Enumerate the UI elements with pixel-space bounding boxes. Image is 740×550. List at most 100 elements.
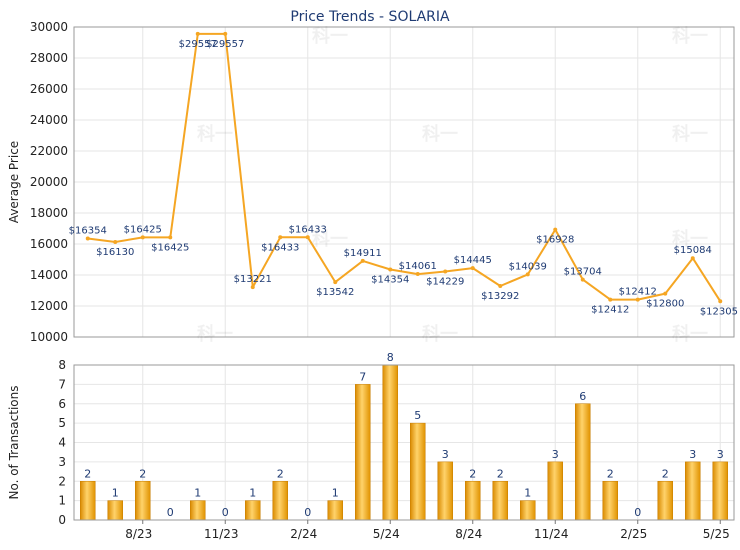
watermark: 科一 (672, 323, 708, 345)
x-tick-label: 5/25 (703, 527, 730, 541)
bar-value-label: 0 (634, 506, 641, 519)
price-data-label: $14039 (509, 261, 547, 272)
price-y-tick-label: 12000 (30, 299, 68, 313)
bar-value-label: 0 (304, 506, 311, 519)
bar-y-tick-label: 5 (58, 416, 66, 430)
price-y-tick-label: 14000 (30, 268, 68, 282)
watermark: 科一 (672, 25, 708, 47)
bar-value-label: 2 (662, 467, 669, 480)
transaction-bar (575, 403, 591, 521)
transaction-bar (107, 500, 123, 521)
price-y-tick-label: 10000 (30, 330, 68, 344)
price-data-label: $13292 (481, 291, 519, 302)
price-data-label: $16130 (96, 247, 134, 258)
transaction-bar (657, 481, 673, 521)
price-y-tick-label: 18000 (30, 206, 68, 220)
x-tick-label: 8/24 (455, 527, 482, 541)
price-point (388, 267, 393, 272)
bar-value-label: 5 (414, 409, 421, 422)
transaction-bar (245, 500, 261, 521)
bar-value-label: 3 (552, 448, 559, 461)
transaction-bar (685, 461, 701, 521)
price-data-label: $12412 (591, 305, 629, 316)
bar-value-label: 3 (689, 448, 696, 461)
transaction-bar (602, 481, 618, 521)
transaction-bar (190, 500, 206, 521)
price-data-label: $12800 (646, 299, 684, 310)
bar-value-label: 2 (139, 467, 146, 480)
transaction-bar (712, 461, 728, 521)
price-line-chart: 10000 12000 14000 16000 18000 20000 22000 24000… (7, 20, 738, 450)
watermark: 科一 (197, 323, 233, 345)
bar-y-axis-label: No. of Transactions (7, 385, 21, 499)
price-data-label: $16433 (289, 224, 327, 235)
bar-value-label: 1 (332, 487, 339, 500)
bar-value-label: 2 (607, 467, 614, 480)
bar-value-label: 1 (524, 487, 531, 500)
price-data-label: $14911 (344, 248, 382, 259)
price-point (415, 272, 420, 277)
x-tick-label: 2/24 (290, 527, 317, 541)
bar-plot-border (73, 364, 735, 521)
transaction-bar (492, 481, 508, 521)
price-point (690, 256, 695, 261)
price-point (608, 297, 613, 302)
price-y-tick-label: 20000 (30, 175, 68, 189)
x-tick-label: 8/23 (125, 527, 152, 541)
price-data-label: $16433 (261, 242, 299, 253)
bar-value-label: 8 (387, 351, 394, 364)
price-point (635, 297, 640, 302)
price-point (140, 235, 145, 240)
price-y-axis-label: Average Price (7, 141, 21, 223)
price-point (498, 283, 503, 288)
watermark: 科一 (672, 123, 708, 145)
watermark: 科一 (672, 228, 708, 250)
price-point (223, 31, 228, 36)
price-y-tick-label: 24000 (30, 113, 68, 127)
price-data-label: $16928 (536, 235, 574, 246)
bar-value-label: 1 (194, 487, 201, 500)
transaction-bar (327, 500, 343, 521)
watermark: 科一 (197, 123, 233, 145)
price-y-tick-label: 28000 (30, 51, 68, 65)
price-point (168, 235, 173, 240)
transactions-bar-chart: 0 1 2 3 4 5 6 7 8 No. of Transactions 2 1 2 0 1 0 1 2 0 1 7 8… (7, 351, 735, 541)
price-y-tick-label: 22000 (30, 144, 68, 158)
bar-value-label: 2 (497, 467, 504, 480)
price-point (85, 236, 90, 241)
bar-value-label: 2 (277, 467, 284, 480)
price-point (580, 277, 585, 282)
transaction-bar (547, 461, 563, 521)
price-point (250, 285, 255, 290)
price-y-tick-label: 26000 (30, 82, 68, 96)
price-y-tick-label: 16000 (30, 237, 68, 251)
price-point (718, 299, 723, 304)
price-point (305, 235, 310, 240)
price-data-label: $15084 (674, 245, 712, 256)
transaction-bar (465, 481, 481, 521)
price-data-label: $14229 (426, 276, 464, 287)
x-tick-label: 5/24 (373, 527, 400, 541)
bar-y-tick-label: 1 (58, 494, 66, 508)
price-y-tick-label: 30000 (30, 20, 68, 34)
price-series-line (87, 32, 722, 302)
bar-value-label: 6 (579, 390, 586, 403)
bar-y-tick-label: 8 (58, 358, 66, 372)
watermark: 科一 (422, 123, 458, 145)
watermark: 科一 (422, 323, 458, 345)
transaction-bar (80, 481, 96, 521)
transaction-bar (437, 461, 453, 521)
chart-title: Price Trends - SOLARIA (290, 9, 450, 25)
price-plot-border (73, 26, 735, 338)
price-point (470, 266, 475, 271)
transaction-bar (410, 422, 426, 521)
x-tick-label: 11/23 (204, 527, 239, 541)
x-tick-label: 11/24 (534, 527, 569, 541)
price-point (333, 280, 338, 285)
bar-value-label: 1 (249, 487, 256, 500)
transaction-bar (135, 481, 151, 521)
bar-value-label: 0 (222, 506, 229, 519)
bar-value-label: 2 (469, 467, 476, 480)
